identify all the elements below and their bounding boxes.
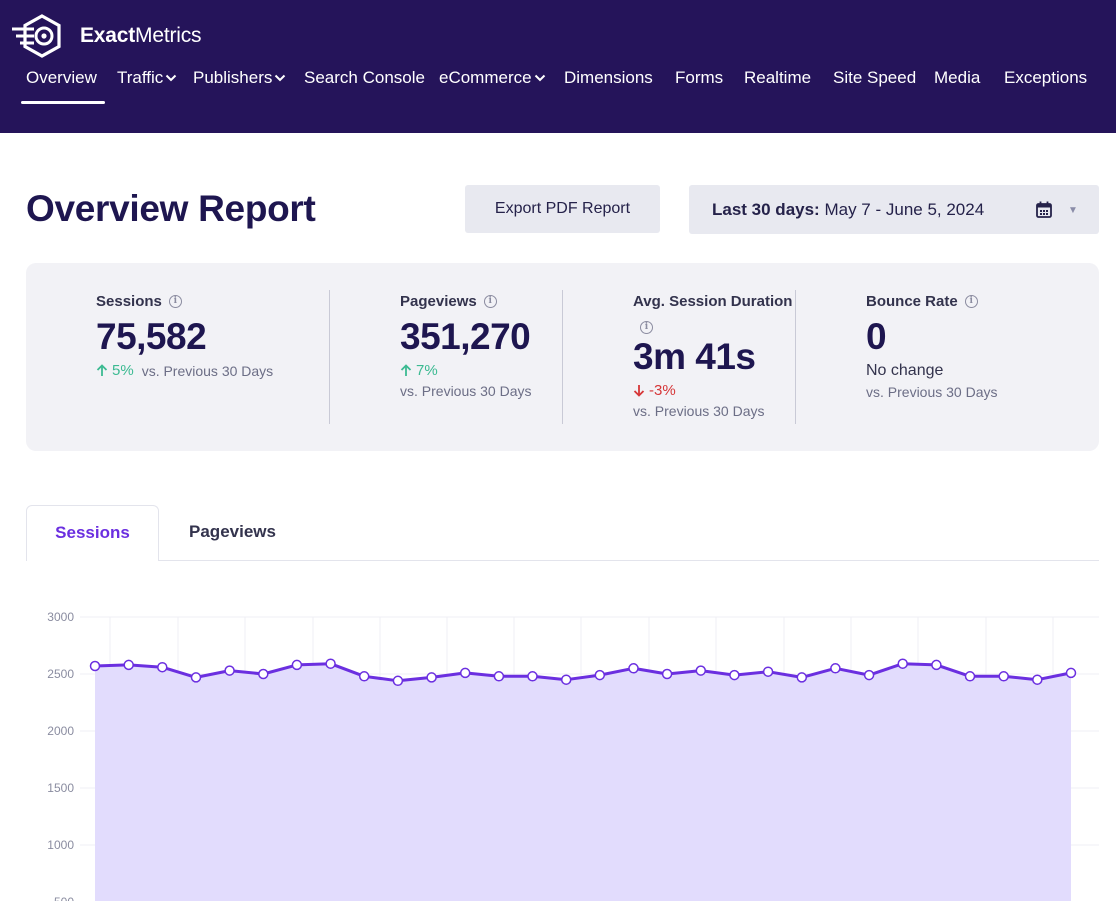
stat-value: 3m 41s: [633, 336, 756, 377]
date-range-label: Last 30 days: May 7 - June 5, 2024: [712, 199, 985, 219]
chevron-down-icon: [166, 74, 177, 82]
page-title: Overview Report: [26, 188, 316, 229]
stat-comparison: vs. Previous 30 Days: [141, 362, 274, 379]
sessions-line: [94, 662, 1072, 683]
stat-change: -3%: [649, 382, 676, 399]
stat-comparison: vs. Previous 30 Days: [633, 403, 765, 419]
stat-bounce-rate: Bounce Rate i 0 No change vs. Previous 30…: [866, 293, 998, 400]
top-header: ExactMetrics Overview Traffic Publishers…: [0, 0, 1116, 133]
brand-logo[interactable]: ExactMetrics: [12, 14, 202, 58]
data-point: [1032, 674, 1043, 685]
data-point: [695, 665, 707, 676]
stat-sessions: Sessions i 75,582 5% vs. Previous 30 Days: [96, 293, 273, 379]
stat-label: Sessions: [96, 293, 162, 310]
export-pdf-button[interactable]: Export PDF Report: [465, 185, 660, 233]
data-point: [830, 663, 841, 674]
info-icon[interactable]: i: [640, 321, 653, 334]
data-point: [729, 669, 740, 681]
y-tick-label: 1000: [47, 838, 74, 852]
nav-item-publishers[interactable]: Publishers: [193, 68, 286, 88]
y-tick-label: 2000: [47, 724, 74, 738]
data-point: [1065, 667, 1077, 679]
arrow-up-icon: [96, 364, 108, 376]
info-icon[interactable]: i: [168, 295, 182, 308]
nav-item-site-speed[interactable]: Site Speed: [833, 68, 917, 87]
sessions-area: [95, 663, 1071, 901]
stat-avg-session-duration: Avg. Session Duration i 3m 41s -3% vs. P…: [633, 293, 792, 419]
stat-value: 0: [866, 316, 887, 357]
sessions-chart: 3000 2500 2000 1500 1000 500: [47, 610, 1099, 901]
tab-pageviews[interactable]: Pageviews: [189, 522, 276, 541]
nav-item-traffic[interactable]: Traffic: [117, 68, 177, 88]
data-point: [931, 659, 942, 671]
nav-item-forms[interactable]: Forms: [675, 68, 724, 87]
data-point: [190, 672, 202, 683]
stat-divider: [795, 290, 796, 424]
brand-name: ExactMetrics: [80, 24, 202, 47]
calendar-icon: [1036, 201, 1052, 218]
data-point: [998, 671, 1009, 682]
stat-comparison: vs. Previous 30 Days: [866, 384, 998, 400]
nav-item-overview[interactable]: Overview: [26, 68, 97, 87]
data-point: [392, 675, 404, 687]
chevron-down-icon: [275, 74, 286, 82]
data-point: [594, 669, 606, 681]
nav-item-exceptions[interactable]: Exceptions: [1004, 68, 1088, 87]
y-tick-label: 2500: [47, 667, 74, 681]
data-point: [661, 668, 673, 680]
active-nav-indicator: [21, 101, 105, 104]
data-point: [628, 663, 639, 674]
data-point: [459, 667, 471, 679]
stat-change: 5%: [112, 362, 134, 379]
data-point: [762, 666, 774, 677]
arrow-up-icon: [400, 364, 412, 376]
stat-value: 351,270: [400, 316, 531, 357]
data-point: [258, 668, 269, 680]
caret-down-icon: ▼: [1068, 205, 1078, 216]
stats-summary-card: Sessions i 75,582 5% vs. Previous 30 Days…: [26, 263, 1099, 451]
data-point: [863, 669, 875, 681]
stat-label: Pageviews: [400, 293, 477, 310]
main-nav: Overview Traffic Publishers Search Conso…: [0, 62, 1116, 106]
nav-item-ecommerce[interactable]: eCommerce: [439, 68, 546, 88]
y-tick-label: 1500: [47, 781, 74, 795]
nav-item-media[interactable]: Media: [934, 68, 981, 87]
arrow-down-icon: [633, 385, 645, 397]
data-point: [426, 672, 437, 683]
data-point: [224, 665, 235, 676]
data-point: [123, 659, 134, 671]
tab-divider: [158, 560, 1099, 561]
stat-value: 75,582: [96, 316, 207, 357]
y-tick-label: 3000: [47, 610, 74, 624]
data-point: [358, 671, 370, 682]
data-point: [325, 658, 336, 669]
chevron-down-icon: [534, 74, 545, 82]
data-point: [291, 659, 303, 671]
stat-divider: [562, 290, 563, 424]
data-point: [964, 671, 976, 682]
y-tick-label: 500: [54, 895, 74, 901]
nav-item-dimensions[interactable]: Dimensions: [564, 68, 653, 87]
stat-divider: [329, 290, 330, 424]
nav-item-realtime[interactable]: Realtime: [744, 68, 812, 87]
info-icon[interactable]: i: [483, 295, 497, 308]
exactmetrics-logo-icon: [12, 14, 61, 58]
data-point: [560, 674, 572, 685]
stat-change: 7%: [416, 362, 438, 379]
nav-item-search-console[interactable]: Search Console: [304, 68, 425, 87]
stat-label: Avg. Session Duration: [633, 293, 793, 310]
data-point: [157, 661, 168, 673]
data-point: [493, 671, 505, 682]
data-point: [796, 672, 808, 683]
data-point: [89, 660, 101, 672]
stat-pageviews: Pageviews i 351,270 7% vs. Previous 30 Da…: [400, 293, 532, 399]
stat-label: Bounce Rate: [866, 293, 958, 310]
info-icon[interactable]: i: [964, 295, 978, 308]
stat-change: No change: [866, 362, 944, 379]
stat-comparison: vs. Previous 30 Days: [400, 383, 532, 399]
data-point: [527, 671, 538, 682]
tab-sessions[interactable]: Sessions: [26, 505, 159, 561]
date-range-picker[interactable]: Last 30 days: May 7 - June 5, 2024 ▼: [689, 185, 1099, 234]
data-point: [897, 658, 908, 669]
